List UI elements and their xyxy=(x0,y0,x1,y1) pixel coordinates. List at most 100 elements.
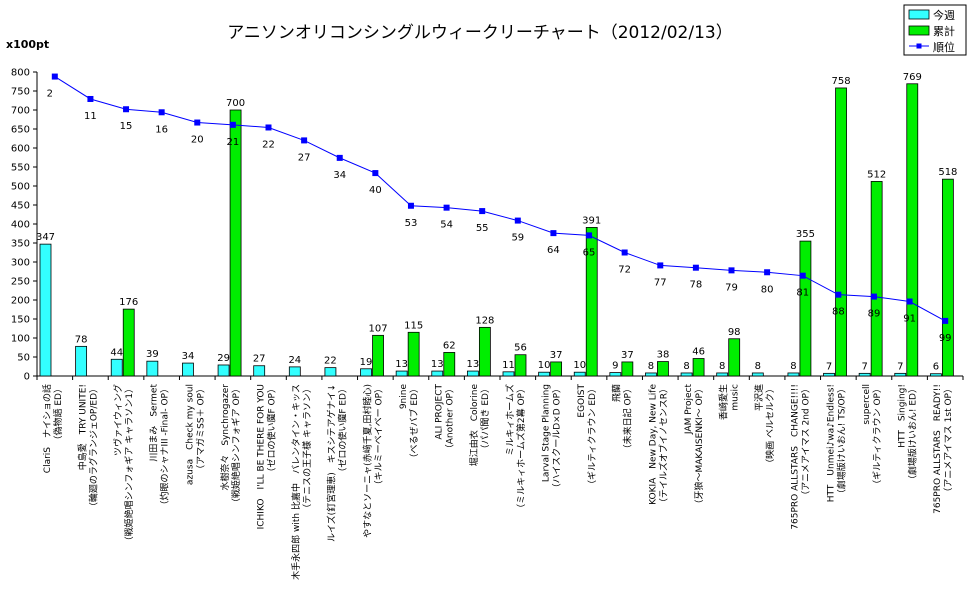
y-tick-label: 800 xyxy=(11,68,30,79)
rank-marker xyxy=(158,109,165,116)
bar-label-this-week: 9 xyxy=(612,361,618,372)
rank-marker xyxy=(407,202,414,209)
x-category-label: 木手永四郎 with 比嘉中 バレンタイン・キッス xyxy=(290,384,302,580)
legend-swatch-cumulative xyxy=(908,25,930,36)
bar-label-cumulative: 62 xyxy=(443,340,456,351)
x-category-label: （ゼロの使い魔F ED） xyxy=(337,384,349,477)
rank-marker xyxy=(51,73,58,80)
rank-marker xyxy=(123,106,130,113)
rank-marker xyxy=(265,124,272,131)
bar-label-this-week: 8 xyxy=(719,361,725,372)
y-tick-label: 250 xyxy=(11,277,30,288)
bar-label-cumulative: 46 xyxy=(692,347,705,358)
bar-this-week xyxy=(395,370,408,377)
bar-this-week xyxy=(431,370,444,377)
bar-label-this-week: 39 xyxy=(146,349,159,360)
bar-label-cumulative: 115 xyxy=(404,320,423,331)
x-category-label: 飛蘭 xyxy=(611,384,623,402)
x-category-label: azusa Check my soul xyxy=(185,384,195,485)
bar-label-this-week: 347 xyxy=(36,232,55,243)
bars xyxy=(39,83,954,377)
rank-label: 78 xyxy=(690,280,703,291)
rank-marker xyxy=(372,170,379,177)
bar-this-week xyxy=(929,373,942,377)
legend-swatch-rank-marker xyxy=(916,43,922,49)
x-category-label: JAM Project xyxy=(684,384,694,436)
rank-marker xyxy=(728,267,735,274)
bar-label-cumulative: 512 xyxy=(867,169,886,180)
rank-label: 53 xyxy=(405,218,418,229)
rank-label: 54 xyxy=(440,220,453,231)
bar-this-week xyxy=(894,372,907,377)
x-category-label: （灼眼のシャナIII -Final- OP） xyxy=(159,384,171,509)
y-tick-label: 600 xyxy=(11,144,30,155)
rank-label: 59 xyxy=(511,233,524,244)
x-axis-labels: ClariS ナイショの話 （偽物語 ED） 中島愛 TRY UNITE! （輪廻のラ… xyxy=(41,383,954,579)
bar-label-this-week: 44 xyxy=(110,347,123,358)
x-category-label: （べるぜバブ ED） xyxy=(408,384,420,462)
bar-label-cumulative: 98 xyxy=(728,327,741,338)
x-category-label: ルイズ(釘宮理恵) キスシテアゲナイ↓ xyxy=(326,384,338,542)
bar-label-this-week: 6 xyxy=(933,362,939,373)
x-category-label: 中島愛 TRY UNITE! xyxy=(76,384,88,470)
rank-marker xyxy=(799,272,806,279)
x-category-label: （未来日記 OP） xyxy=(622,384,634,453)
x-category-label: （ミルキィホームズ第2幕 OP） xyxy=(515,384,527,513)
rank-label: 22 xyxy=(262,139,275,150)
bar-label-this-week: 13 xyxy=(431,359,444,370)
x-category-label: （キルミーベイベー OP） xyxy=(373,384,384,489)
bar-label-cumulative: 128 xyxy=(475,315,494,326)
y-tick-label: 350 xyxy=(11,239,30,250)
x-category-label: （ギルティクラウン ED） xyxy=(587,384,598,489)
bar-label-cumulative: 107 xyxy=(368,323,387,334)
y-unit-label: x100pt xyxy=(6,38,49,51)
x-category-label: （劇場版けいおん! ED） xyxy=(907,384,919,484)
rank-label: 99 xyxy=(939,333,952,344)
x-category-label: ツヴァイウィング xyxy=(112,384,124,456)
y-tick-label: 100 xyxy=(11,334,30,345)
rank-marker xyxy=(514,217,521,224)
bar-this-week xyxy=(110,358,123,377)
rank-label: 34 xyxy=(333,170,346,181)
rank-label: 40 xyxy=(369,185,382,196)
x-category-label: 765PRO ALLSTARS CHANGE!!!! xyxy=(791,384,801,530)
bar-this-week xyxy=(288,366,301,377)
bar-label-cumulative: 38 xyxy=(657,350,670,361)
rank-label: 2 xyxy=(47,89,53,100)
bar-this-week xyxy=(217,364,230,377)
bar-label-this-week: 8 xyxy=(683,361,689,372)
bar-this-week xyxy=(858,372,871,377)
bar-label-cumulative: 355 xyxy=(796,229,815,240)
x-category-label: （アマガミSS＋ OP） xyxy=(195,384,206,474)
rank-marker xyxy=(336,154,343,161)
x-category-label: 平沢進 xyxy=(753,384,765,411)
bar-this-week xyxy=(538,371,551,377)
x-category-label: （戦姫絶唱シンフォギア キャラソン1） xyxy=(123,384,135,545)
bar-this-week xyxy=(466,370,479,377)
rank-marker xyxy=(870,293,877,300)
rank-label: 77 xyxy=(654,277,667,288)
legend-label-cumulative: 累計 xyxy=(933,24,955,38)
x-category-label: （ハイスクールD×D OP） xyxy=(551,384,562,492)
bar-this-week xyxy=(39,243,52,377)
bar-cumulative xyxy=(122,308,135,377)
rank-marker xyxy=(229,121,236,128)
rank-label: 88 xyxy=(832,307,845,318)
y-tick-label: 200 xyxy=(11,296,30,307)
rank-label: 81 xyxy=(796,288,809,299)
legend-label-this-week: 今週 xyxy=(933,8,955,22)
rank-label: 64 xyxy=(547,245,560,256)
x-category-label: （パパ聞き ED） xyxy=(480,384,491,453)
bar-cumulative xyxy=(799,240,812,377)
y-tick-label: 750 xyxy=(11,87,30,98)
bar-cumulative xyxy=(443,352,456,377)
legend-swatch-this-week xyxy=(908,9,930,20)
y-tick-label: 450 xyxy=(11,201,30,212)
bar-cumulative xyxy=(728,338,741,377)
y-tick-label: 650 xyxy=(11,125,30,136)
y-tick-label: 500 xyxy=(11,182,30,193)
bar-label-cumulative: 56 xyxy=(514,343,527,354)
rank-marker xyxy=(764,269,771,276)
rank-marker xyxy=(301,137,308,144)
